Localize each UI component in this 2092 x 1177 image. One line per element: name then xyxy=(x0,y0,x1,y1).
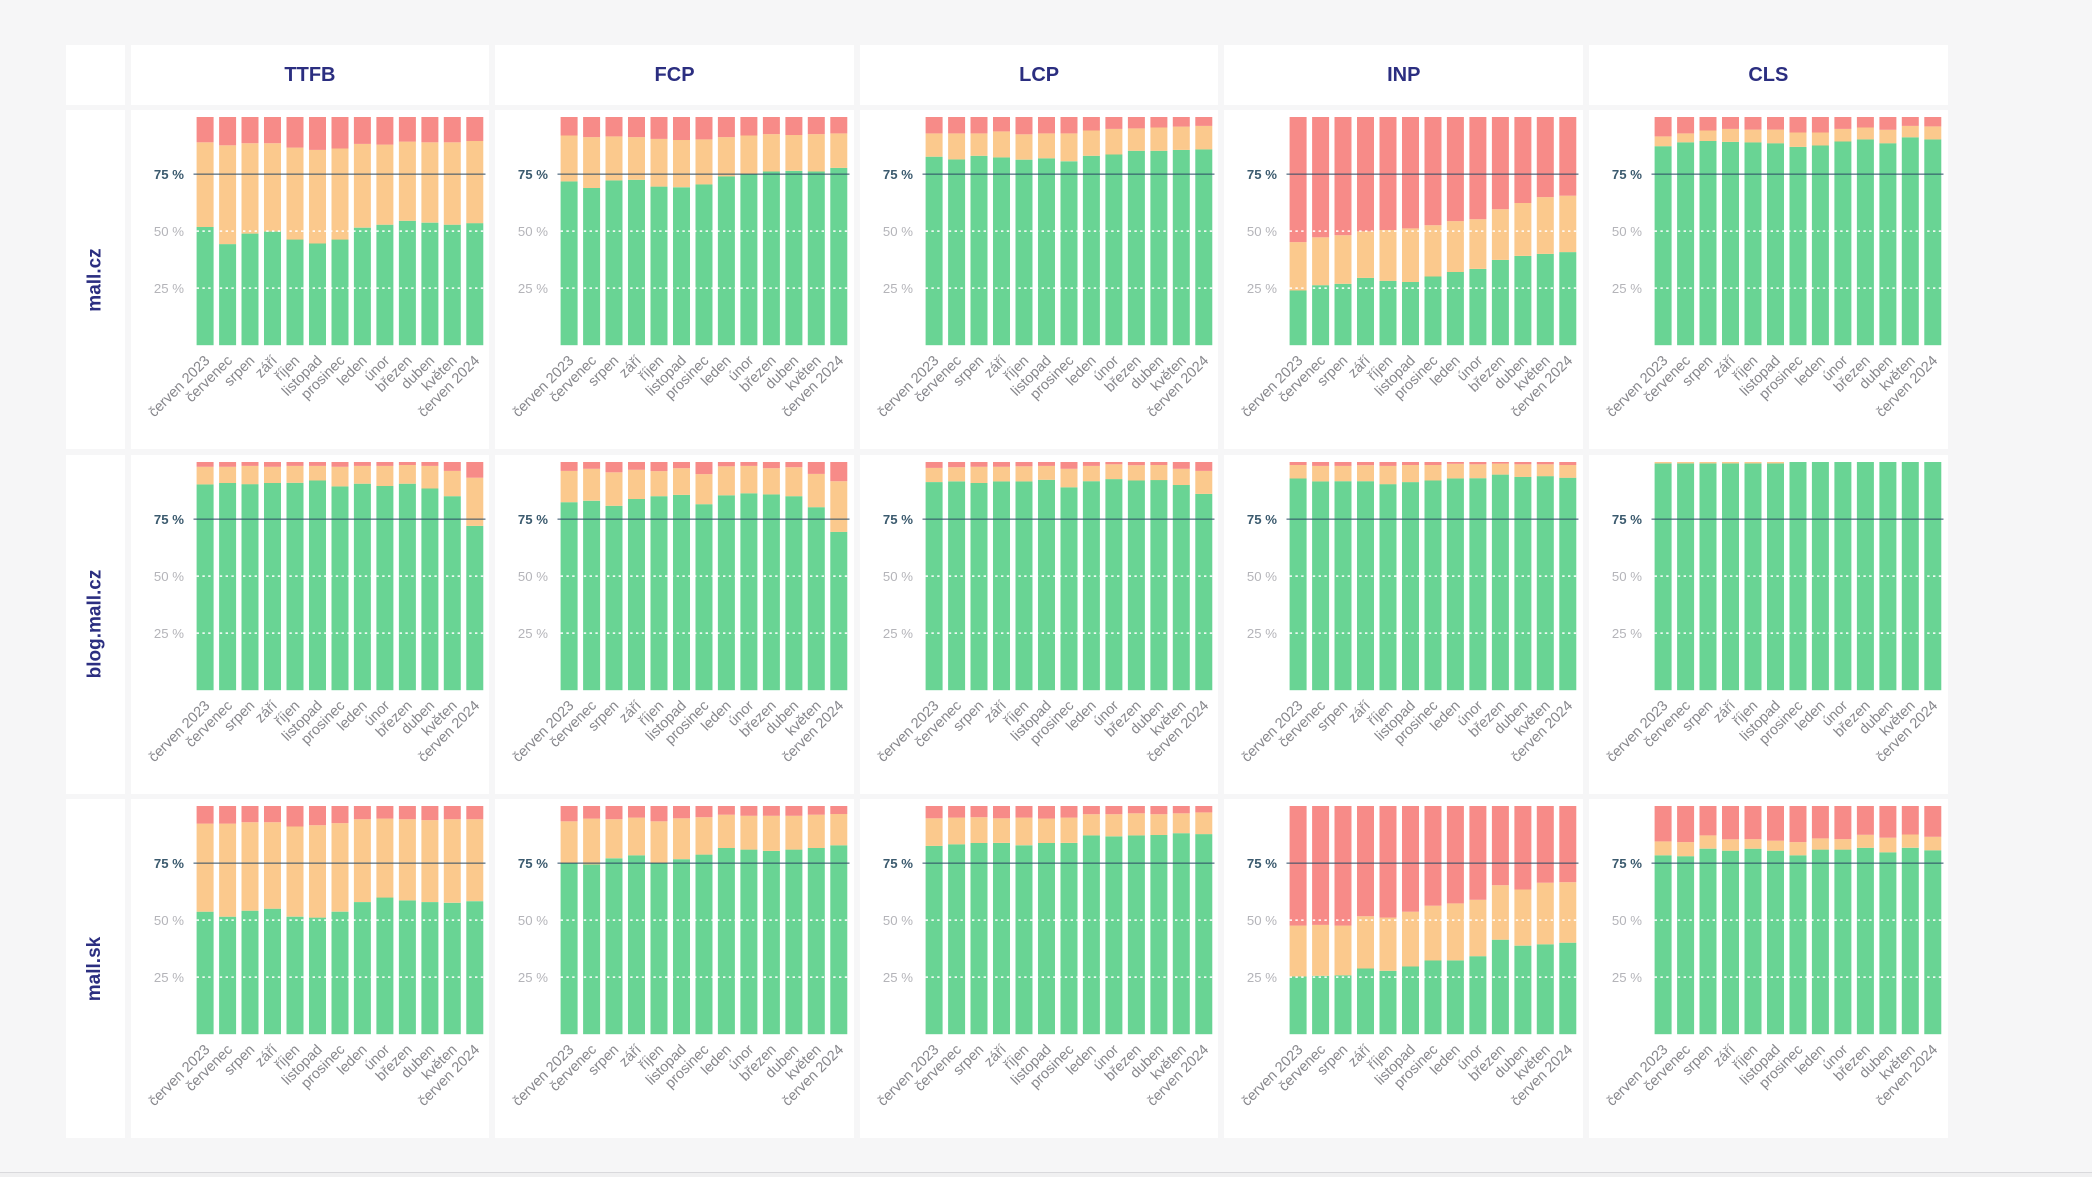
svg-text:25 %: 25 % xyxy=(154,281,184,296)
svg-text:50 %: 50 % xyxy=(1612,568,1642,583)
svg-text:50 %: 50 % xyxy=(1612,913,1642,928)
svg-text:25 %: 25 % xyxy=(883,281,913,296)
svg-text:75 %: 75 % xyxy=(1612,856,1642,871)
svg-text:25 %: 25 % xyxy=(1612,281,1642,296)
svg-text:50 %: 50 % xyxy=(1612,224,1642,239)
svg-text:25 %: 25 % xyxy=(518,281,548,296)
svg-text:50 %: 50 % xyxy=(518,568,548,583)
svg-text:75 %: 75 % xyxy=(1612,167,1642,182)
svg-text:25 %: 25 % xyxy=(154,970,184,985)
svg-text:75 %: 75 % xyxy=(518,511,548,526)
svg-text:75 %: 75 % xyxy=(518,856,548,871)
svg-text:25 %: 25 % xyxy=(518,970,548,985)
svg-text:25 %: 25 % xyxy=(1247,625,1277,640)
svg-text:25 %: 25 % xyxy=(1612,625,1642,640)
svg-text:75 %: 75 % xyxy=(154,511,184,526)
svg-text:50 %: 50 % xyxy=(154,568,184,583)
svg-text:50 %: 50 % xyxy=(518,913,548,928)
svg-text:25 %: 25 % xyxy=(1612,970,1642,985)
svg-text:75 %: 75 % xyxy=(154,167,184,182)
svg-text:75 %: 75 % xyxy=(1612,511,1642,526)
svg-text:75 %: 75 % xyxy=(1247,856,1277,871)
svg-text:75 %: 75 % xyxy=(883,511,913,526)
svg-text:25 %: 25 % xyxy=(518,625,548,640)
svg-text:25 %: 25 % xyxy=(1247,281,1277,296)
svg-text:75 %: 75 % xyxy=(883,167,913,182)
svg-text:75 %: 75 % xyxy=(1247,511,1277,526)
svg-text:50 %: 50 % xyxy=(1247,224,1277,239)
svg-text:50 %: 50 % xyxy=(154,913,184,928)
svg-text:25 %: 25 % xyxy=(883,970,913,985)
svg-text:50 %: 50 % xyxy=(1247,568,1277,583)
svg-text:50 %: 50 % xyxy=(883,568,913,583)
svg-text:50 %: 50 % xyxy=(883,224,913,239)
svg-text:25 %: 25 % xyxy=(1247,970,1277,985)
svg-text:25 %: 25 % xyxy=(883,625,913,640)
svg-text:75 %: 75 % xyxy=(883,856,913,871)
svg-text:75 %: 75 % xyxy=(1247,167,1277,182)
svg-text:75 %: 75 % xyxy=(518,167,548,182)
svg-text:75 %: 75 % xyxy=(154,856,184,871)
svg-text:50 %: 50 % xyxy=(154,224,184,239)
svg-text:50 %: 50 % xyxy=(1247,913,1277,928)
svg-text:25 %: 25 % xyxy=(154,625,184,640)
svg-text:50 %: 50 % xyxy=(518,224,548,239)
svg-text:50 %: 50 % xyxy=(883,913,913,928)
